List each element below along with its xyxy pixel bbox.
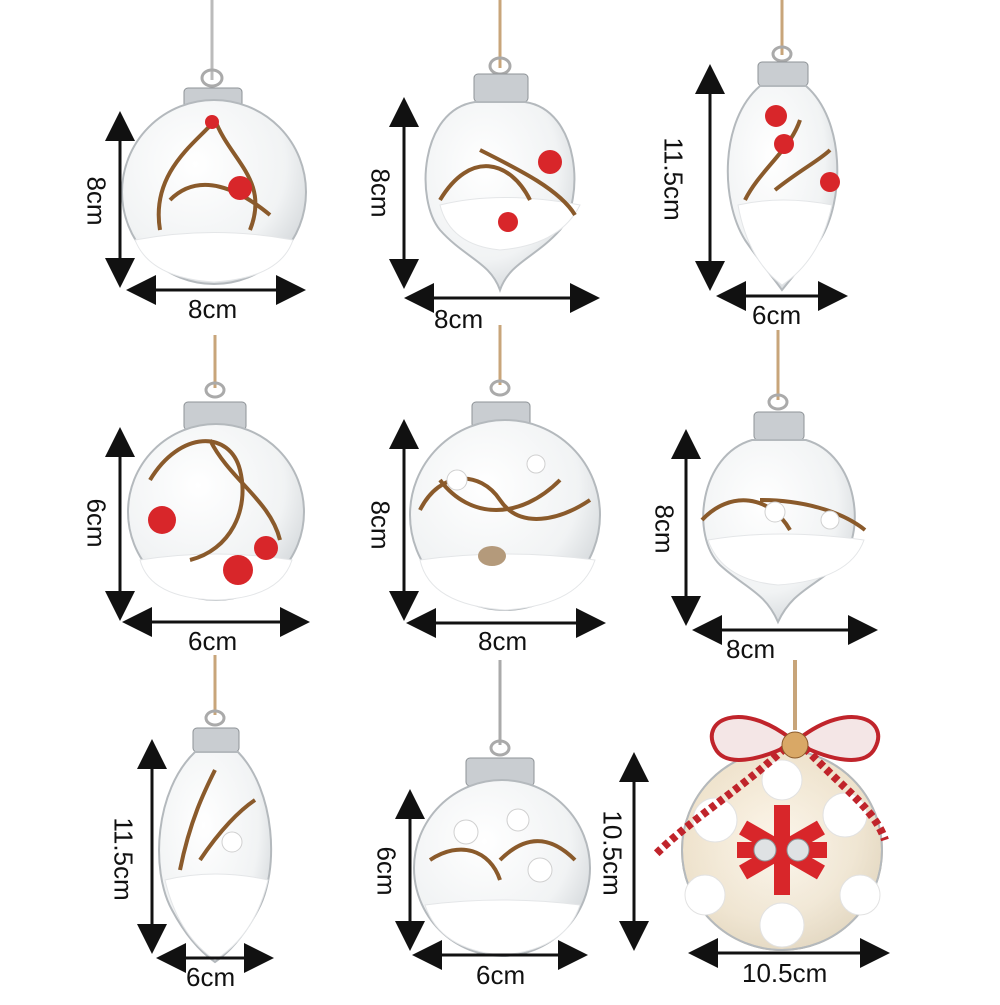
height-label-7: 11.5cm	[108, 817, 139, 901]
white-berry	[506, 808, 530, 832]
twig	[438, 148, 577, 217]
hanging-loop	[204, 381, 226, 399]
ornament-5	[409, 325, 601, 611]
red-berry	[538, 150, 562, 174]
silver-cap	[757, 61, 809, 87]
ornament-6	[700, 330, 867, 625]
white-berry	[446, 469, 468, 491]
dimension-arrows	[105, 64, 890, 973]
twig	[743, 119, 832, 201]
width-label-4: 6cm	[188, 626, 238, 656]
width-label-3: 6cm	[752, 300, 802, 330]
silver-cap	[473, 73, 529, 103]
snow-fill	[737, 199, 833, 286]
twig	[178, 769, 257, 871]
width-label-1: 8cm	[188, 294, 238, 324]
height-label-4: 6cm	[81, 498, 112, 548]
width-label-6: 8cm	[726, 634, 776, 664]
height-label-2: 8cm	[365, 168, 396, 218]
white-berry	[820, 510, 840, 530]
hanging-loop	[200, 68, 224, 88]
pine-cone	[478, 546, 506, 566]
silver-cap	[753, 411, 805, 441]
snow-fill	[139, 553, 293, 601]
white-berry	[221, 831, 243, 853]
ornament-1	[121, 0, 307, 285]
twig	[418, 476, 592, 521]
red-berry	[223, 555, 253, 585]
hanging-loop	[489, 739, 511, 757]
red-berry	[820, 172, 840, 192]
height-label-8: 6cm	[371, 846, 402, 896]
width-label-5: 8cm	[478, 626, 528, 656]
ribbon-bow	[652, 715, 889, 858]
snow-fill	[164, 873, 269, 961]
glass-ball	[702, 439, 856, 625]
bell	[786, 838, 810, 862]
ornament-8	[413, 660, 591, 957]
red-berry	[148, 506, 176, 534]
glass-ball	[424, 101, 576, 293]
height-label-9: 10.5cm	[597, 810, 628, 896]
snow-fill	[134, 232, 294, 283]
snow-fill	[419, 553, 596, 611]
hanging-loop	[767, 393, 789, 411]
red-berry	[498, 212, 518, 232]
ornament-9	[652, 660, 889, 951]
width-label-8: 6cm	[476, 960, 526, 990]
bell	[753, 838, 777, 862]
height-label-1: 8cm	[81, 176, 112, 226]
white-berry	[764, 501, 786, 523]
white-berry	[526, 454, 546, 474]
snow-fill	[707, 533, 865, 586]
silver-cap	[192, 727, 240, 753]
ornament-2	[424, 0, 581, 293]
height-label-3: 11.5cm	[658, 137, 689, 221]
hanging-loop	[771, 45, 793, 63]
ornament-4	[127, 335, 305, 601]
wooden-button	[781, 731, 809, 759]
ornament-3	[726, 0, 840, 292]
width-label-2: 8cm	[434, 304, 484, 334]
twig	[428, 839, 577, 881]
white-snowflakes	[684, 759, 881, 948]
height-label-6: 8cm	[649, 504, 680, 554]
red-berry	[205, 115, 219, 129]
hanging-loop	[489, 379, 511, 397]
twig	[148, 439, 282, 562]
twig	[700, 498, 867, 532]
width-label-9: 10.5cm	[742, 958, 828, 988]
height-label-5: 8cm	[365, 500, 396, 550]
white-berry	[453, 819, 479, 845]
snow-fill	[424, 899, 581, 956]
white-berry	[527, 857, 553, 883]
red-berry	[254, 536, 278, 560]
red-berry	[228, 176, 252, 200]
red-berry	[774, 134, 794, 154]
hanging-loop	[204, 709, 226, 727]
ornament-7	[158, 655, 273, 964]
red-berry	[765, 105, 787, 127]
width-label-7: 6cm	[186, 962, 236, 992]
